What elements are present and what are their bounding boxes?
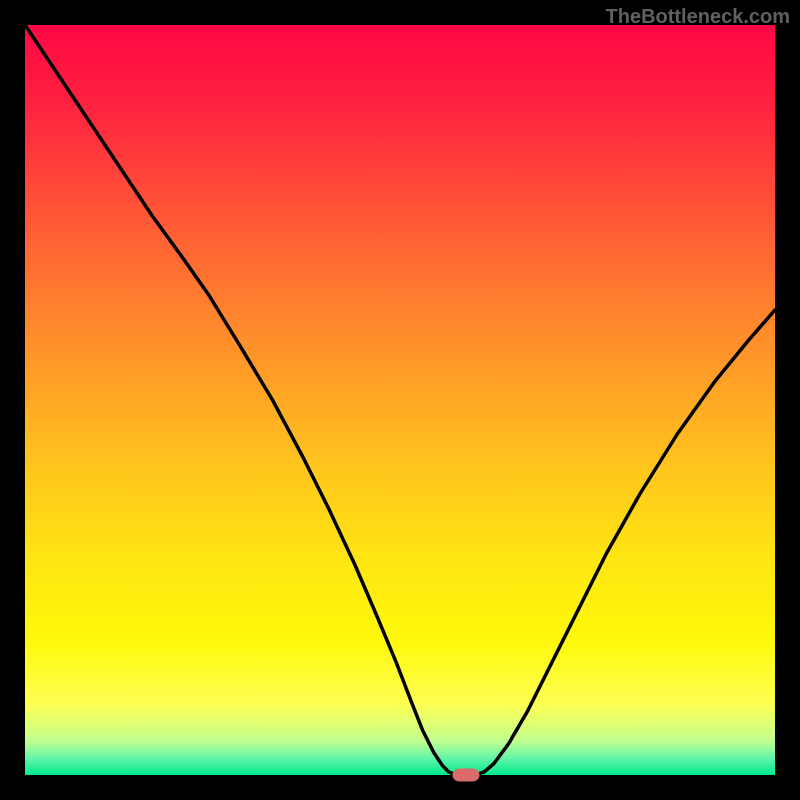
chart-container: TheBottleneck.com — [0, 0, 800, 800]
bottleneck-chart — [0, 0, 800, 800]
optimal-marker — [453, 769, 480, 782]
watermark-text: TheBottleneck.com — [606, 6, 790, 29]
